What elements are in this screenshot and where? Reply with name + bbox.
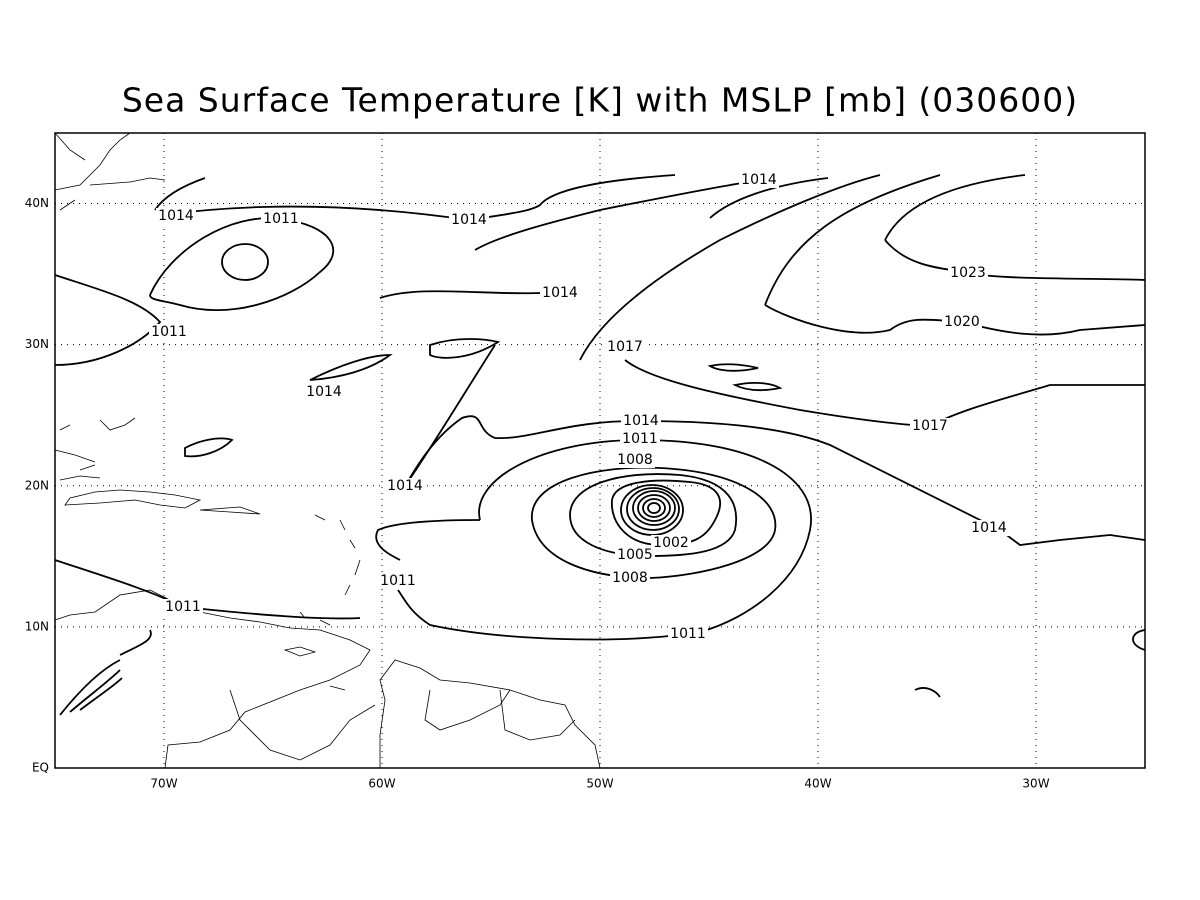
- contour-label: 1002: [653, 535, 689, 551]
- contour-label: 1017: [912, 418, 948, 434]
- contour-line: [149, 217, 334, 312]
- contour-label: 1011: [263, 211, 299, 227]
- contour-label-bg: [610, 570, 650, 586]
- contour-label-bg: [304, 384, 344, 400]
- contour-label: 1011: [165, 599, 201, 615]
- contour-label-bg: [948, 265, 988, 281]
- contour-label: 1020: [944, 314, 980, 330]
- contour-line: [647, 502, 661, 514]
- contour-line: [309, 290, 541, 381]
- coastline: [54, 132, 166, 211]
- coastline: [54, 449, 261, 515]
- lat-tick-label: 30N: [25, 337, 49, 351]
- contour-line: [611, 479, 721, 546]
- contour-label: 1014: [971, 520, 1007, 536]
- coastline: [283, 514, 361, 691]
- contour-label: 1011: [151, 324, 187, 340]
- map-frame: [54, 132, 1146, 769]
- contour-label-bg: [385, 478, 425, 494]
- contour-label: 1014: [306, 384, 342, 400]
- contour-label-bg: [615, 547, 655, 563]
- contour-label-bg: [668, 626, 708, 642]
- contour-label-bg: [156, 208, 196, 224]
- contour-label-bg: [149, 324, 189, 340]
- contour-line: [397, 439, 812, 641]
- contour-line: [221, 243, 269, 281]
- contour-label-bg: [969, 520, 1009, 536]
- contour-label: 1008: [612, 570, 648, 586]
- coastlines: [54, 132, 601, 769]
- lon-tick-label: 50W: [586, 777, 613, 791]
- contour-label-bg: [739, 172, 779, 188]
- contour-line: [531, 466, 777, 579]
- contour-label: 1011: [670, 626, 706, 642]
- title: Sea Surface Temperature [K] with MSLP [m…: [122, 81, 1078, 120]
- contour-label: 1017: [607, 339, 643, 355]
- coastline: [229, 689, 376, 761]
- contour-labels: 1014 1011 1014 1014 1014 1011 1014 1017 1023 1020…: [149, 172, 1009, 642]
- contour-label-bg: [163, 599, 203, 615]
- contour-label: 1014: [158, 208, 194, 224]
- contour-label-bg: [615, 452, 655, 468]
- contour-label-bg: [620, 431, 660, 447]
- contour-label: 1011: [622, 431, 658, 447]
- lon-tick-label: 60W: [368, 777, 395, 791]
- contour-label: 1014: [623, 413, 659, 429]
- coastline: [424, 689, 576, 741]
- contour-line: [637, 494, 671, 522]
- contour-line: [404, 344, 496, 487]
- contour-label-bg: [621, 413, 661, 429]
- contour-label-bg: [378, 573, 418, 589]
- contour-line: [626, 487, 680, 531]
- contour-label-bg: [605, 339, 645, 355]
- lat-tick-label: 10N: [25, 619, 49, 633]
- coastline: [54, 589, 371, 769]
- contour-line: [764, 174, 1146, 336]
- contour-line: [569, 473, 737, 557]
- contour-label: 1023: [950, 265, 986, 281]
- contour-label-bg: [910, 418, 950, 434]
- contour-label-bg: [261, 211, 301, 227]
- contour-label: 1005: [617, 547, 653, 563]
- contour-label: 1014: [451, 212, 487, 228]
- contour-label-bg: [449, 212, 489, 228]
- contour-label: 1014: [542, 285, 578, 301]
- lon-tick-label: 30W: [1022, 777, 1049, 791]
- lon-tick-label: 70W: [150, 777, 177, 791]
- contour-label: 1011: [380, 573, 416, 589]
- contour-label-bg: [540, 285, 580, 301]
- contour-line: [642, 498, 666, 518]
- contour-label: 1014: [741, 172, 777, 188]
- coastline: [59, 417, 136, 471]
- lat-tick-label: EQ: [32, 761, 49, 775]
- lat-tick-label: 20N: [25, 478, 49, 492]
- contour-line: [579, 174, 1145, 427]
- contour-line: [59, 629, 152, 716]
- lon-tick-label: 40W: [804, 777, 831, 791]
- contour-label: 1008: [617, 452, 653, 468]
- contour-line: [632, 490, 676, 526]
- contour-line: [375, 519, 481, 561]
- contour-line: [54, 274, 162, 366]
- lat-tick-label: 40N: [25, 196, 49, 210]
- contour-label: 1014: [387, 478, 423, 494]
- contour-line: [154, 174, 829, 251]
- contour-label-bg: [942, 314, 982, 330]
- contour-label-bg: [651, 535, 691, 551]
